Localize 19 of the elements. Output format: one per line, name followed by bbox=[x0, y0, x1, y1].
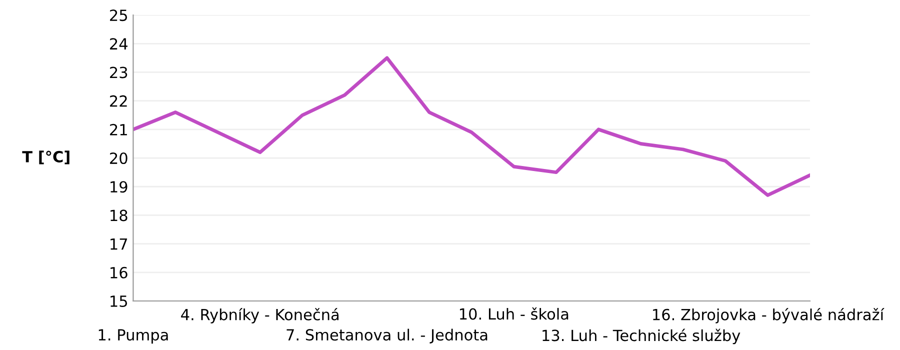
y-tick-label: 20 bbox=[110, 152, 128, 164]
x-tick-label: 7. Smetanova ul. - Jednota bbox=[286, 328, 488, 344]
y-tick-label: 22 bbox=[110, 95, 127, 107]
y-tick-label: 18 bbox=[110, 210, 128, 222]
y-axis-title: T [°C] bbox=[22, 150, 70, 164]
y-tick-label: 23 bbox=[110, 66, 128, 78]
x-tick-label: 4. Rybníky - Konečná bbox=[181, 308, 338, 324]
line-series bbox=[133, 56, 810, 197]
y-tick-label: 24 bbox=[110, 38, 128, 50]
y-tick-label: 19 bbox=[110, 181, 128, 193]
y-tick-label: 25 bbox=[110, 10, 128, 22]
y-tick-label: 17 bbox=[110, 238, 128, 250]
y-tick-label: 15 bbox=[110, 296, 128, 308]
y-tick-label: 21 bbox=[110, 124, 127, 136]
x-tick-label: 1. Pumpa bbox=[98, 329, 168, 344]
y-tick-label: 16 bbox=[110, 266, 128, 278]
x-tick-label: 16. Zbrojovka - bývalé nádraží bbox=[653, 308, 884, 324]
x-tick-label: 10. Luh - škola bbox=[460, 307, 568, 320]
x-tick-label: 13. Luh - Technické služby bbox=[542, 328, 740, 344]
